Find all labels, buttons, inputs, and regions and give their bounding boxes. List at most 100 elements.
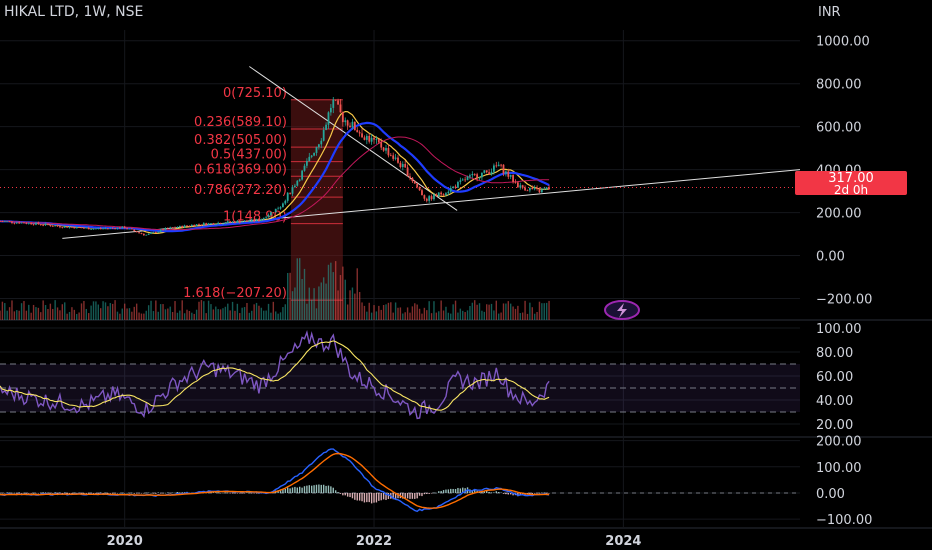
- candle-body: [277, 208, 280, 210]
- macd-histogram-bar: [18, 492, 20, 493]
- candle-body: [56, 225, 59, 227]
- candle-body: [83, 227, 85, 229]
- lightning-icon[interactable]: [604, 300, 640, 320]
- volume-bar: [11, 300, 13, 320]
- candle-body: [270, 212, 272, 216]
- candle-body: [154, 232, 157, 233]
- macd-histogram-bar: [334, 490, 337, 493]
- macd-histogram-bar: [310, 485, 313, 493]
- macd-tick-label: 200.00: [816, 435, 862, 450]
- price-axis[interactable]: 1000.00800.00600.00400.00200.000.00−200.…: [816, 35, 872, 528]
- macd-histogram-bar: [111, 492, 114, 494]
- candle-body: [526, 190, 529, 192]
- fibonacci-retracement[interactable]: 0(725.10) 0.236(589.10) 0.382(505.00)0.5(4…: [183, 86, 343, 320]
- candle-body: [47, 223, 49, 225]
- candle-body: [334, 99, 337, 101]
- volume-bar: [433, 301, 435, 320]
- volume-bar: [502, 303, 505, 320]
- macd-histogram-bar: [531, 492, 533, 495]
- volume-bar: [229, 310, 231, 320]
- macd-histogram-bar: [447, 489, 450, 493]
- volume-bar: [385, 304, 387, 320]
- candle-body: [313, 152, 315, 156]
- volume-bar: [90, 305, 92, 320]
- macd-histogram-bar: [332, 487, 334, 493]
- macd-histogram-bar: [236, 492, 239, 494]
- macd-histogram-bar: [56, 492, 59, 494]
- volume-bar: [411, 306, 414, 320]
- candle-body: [497, 164, 500, 167]
- macd-histogram-bar: [416, 492, 418, 499]
- candle-body: [488, 172, 491, 175]
- macd-histogram-bar: [414, 492, 416, 499]
- volume-bar: [8, 307, 11, 320]
- macd-histogram-bar: [440, 490, 442, 493]
- candle-body: [430, 196, 433, 200]
- candle-body: [8, 221, 11, 223]
- volume-bar: [212, 309, 215, 320]
- macd-histogram-bar: [260, 492, 263, 494]
- volume-bar: [368, 302, 370, 320]
- candle-body: [92, 228, 95, 230]
- candle-body: [337, 100, 339, 105]
- macd-histogram-bar: [320, 484, 322, 493]
- volume-bar: [545, 302, 548, 320]
- macd-histogram-bar: [325, 485, 327, 493]
- volume-bar: [169, 306, 171, 320]
- macd-histogram-bar: [370, 492, 373, 504]
- volume-bar: [330, 262, 332, 320]
- volume-bar: [303, 268, 306, 320]
- macd-histogram-bar: [121, 492, 123, 494]
- candle-body: [135, 231, 138, 233]
- volume-bar: [42, 300, 44, 320]
- volume-bar: [164, 309, 167, 320]
- candle-body: [35, 222, 37, 225]
- macd-histogram-bar: [301, 487, 303, 493]
- macd-histogram-bar: [500, 492, 502, 494]
- volume-bar: [123, 303, 126, 320]
- macd-histogram-bar: [4, 492, 6, 494]
- candle-body: [409, 176, 411, 178]
- macd-histogram-bar: [545, 492, 548, 494]
- volume-bar: [378, 305, 380, 320]
- macd-histogram-bar: [512, 492, 514, 496]
- volume-bar: [299, 258, 301, 320]
- volume-bar: [478, 303, 481, 320]
- volume-bar: [342, 266, 344, 320]
- volume-bar: [263, 310, 265, 320]
- candle-body: [15, 222, 18, 224]
- candle-body: [30, 222, 33, 225]
- volume-bar: [246, 302, 248, 320]
- macd-histogram-bar: [538, 492, 541, 494]
- volume-bar: [183, 313, 186, 320]
- candle-body: [152, 232, 155, 233]
- macd-histogram-bar: [339, 492, 342, 494]
- macd-histogram-bar: [162, 492, 164, 494]
- candle-body: [493, 165, 495, 172]
- macd-histogram-bar: [133, 492, 135, 494]
- volume-bar: [4, 303, 6, 320]
- fib-level-label: 1.618(−207.20): [183, 286, 287, 301]
- candle-body: [116, 227, 119, 229]
- macd-histogram-bar: [490, 492, 493, 493]
- macd-histogram-bar: [346, 492, 349, 497]
- volume-bar: [203, 301, 205, 320]
- candle-body: [73, 227, 76, 229]
- macd-histogram-bar: [450, 488, 452, 493]
- macd-tick-label: −100.00: [816, 513, 872, 528]
- candle-body: [361, 133, 363, 138]
- candle-body: [54, 225, 57, 227]
- candle-body: [164, 227, 167, 231]
- volume-bar: [267, 303, 270, 320]
- candle-body: [548, 187, 550, 190]
- macd-signal-line: [0, 452, 550, 509]
- price-tick-label: 800.00: [816, 78, 862, 93]
- candle-body: [500, 164, 502, 166]
- candle-body: [104, 228, 107, 229]
- volume-bar: [253, 304, 255, 320]
- candle-body: [289, 192, 292, 194]
- volume-bar: [71, 307, 73, 320]
- time-axis[interactable]: 2020 2022 2024: [107, 534, 642, 549]
- volume-bar: [452, 304, 454, 320]
